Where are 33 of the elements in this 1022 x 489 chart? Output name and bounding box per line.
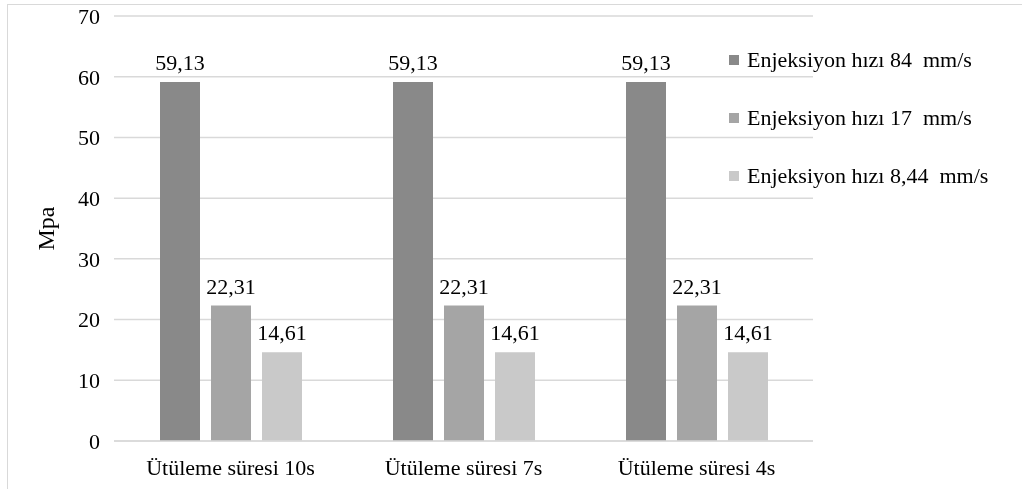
y-tick-label: 70	[78, 3, 100, 29]
bar	[393, 82, 433, 441]
legend-label: Enjeksiyon hızı 8,44 mm/s	[747, 163, 989, 189]
data-label: 14,61	[257, 320, 307, 346]
y-tick-label: 60	[78, 64, 100, 90]
x-tick-label: Ütüleme süresi 7s	[384, 454, 543, 480]
data-label: 59,13	[621, 50, 671, 75]
bar	[495, 352, 535, 441]
y-tick-label: 40	[78, 185, 100, 211]
legend-label: Enjeksiyon hızı 17 mm/s	[747, 105, 972, 131]
bar	[160, 82, 200, 441]
y-tick-label: 30	[78, 246, 100, 272]
bar	[262, 352, 302, 441]
data-label: 14,61	[490, 320, 540, 346]
y-tick-label: 0	[89, 428, 100, 454]
bar	[677, 305, 717, 441]
y-tick-label: 50	[78, 125, 100, 151]
y-tick-label: 20	[78, 307, 100, 333]
data-label: 22,31	[439, 273, 489, 299]
y-axis-title: Mpa	[32, 206, 59, 251]
data-label: 22,31	[672, 273, 722, 299]
data-label: 59,13	[155, 50, 205, 75]
data-label: 22,31	[206, 273, 256, 299]
x-tick-label: Ütüleme süresi 4s	[617, 454, 776, 480]
y-tick-label: 10	[78, 368, 100, 394]
x-tick-label: Ütüleme süresi 10s	[146, 454, 315, 480]
bar	[444, 305, 484, 441]
legend-label: Enjeksiyon hızı 84 mm/s	[747, 47, 972, 73]
data-label: 14,61	[723, 320, 773, 346]
bar	[728, 352, 768, 441]
bar	[626, 82, 666, 441]
data-label: 59,13	[388, 50, 438, 75]
bar	[211, 305, 251, 441]
